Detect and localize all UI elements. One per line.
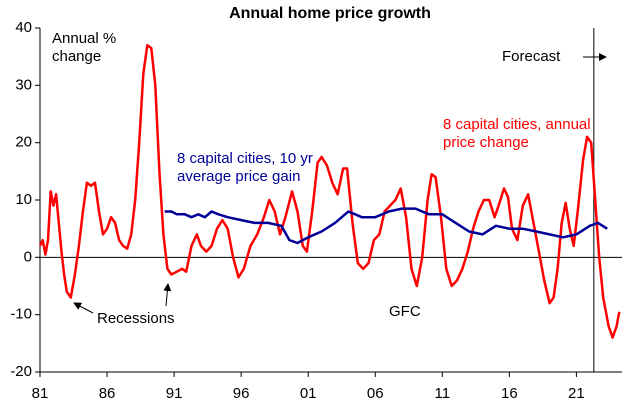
annotation: Recessions: [97, 310, 175, 327]
y-tick-label: 20: [15, 134, 32, 151]
x-tick-label: 91: [166, 385, 183, 402]
annotation: Forecast: [502, 48, 561, 65]
x-tick-label: 21: [568, 385, 585, 402]
x-tick-label: 11: [435, 385, 451, 402]
arrow: [73, 302, 94, 314]
y-tick-label: 0: [24, 248, 32, 265]
x-tick-label: 81: [32, 385, 49, 402]
chart-title: Annual home price growth: [229, 5, 431, 22]
y-tick-label: 30: [15, 76, 32, 93]
y-axis-label: Annual % change: [52, 30, 117, 65]
x-tick-label: 01: [300, 385, 317, 402]
y-tick-label: 40: [15, 19, 32, 36]
y-tick-label: 10: [15, 191, 32, 208]
y-tick-label: -20: [10, 363, 32, 380]
series-line: [164, 207, 608, 245]
x-tick-label: 96: [233, 385, 250, 402]
x-tick-label: 16: [501, 385, 518, 402]
legend-label: 8 capital cities, 10 yr average price ga…: [177, 150, 313, 185]
x-tick-label: 86: [99, 385, 116, 402]
legend-label: 8 capital cities, annual price change: [443, 116, 591, 151]
arrow: [163, 283, 172, 307]
series-line: [38, 43, 621, 339]
annotation: GFC: [389, 303, 421, 320]
x-tick-label: 06: [367, 385, 384, 402]
y-tick-label: -10: [10, 306, 32, 323]
